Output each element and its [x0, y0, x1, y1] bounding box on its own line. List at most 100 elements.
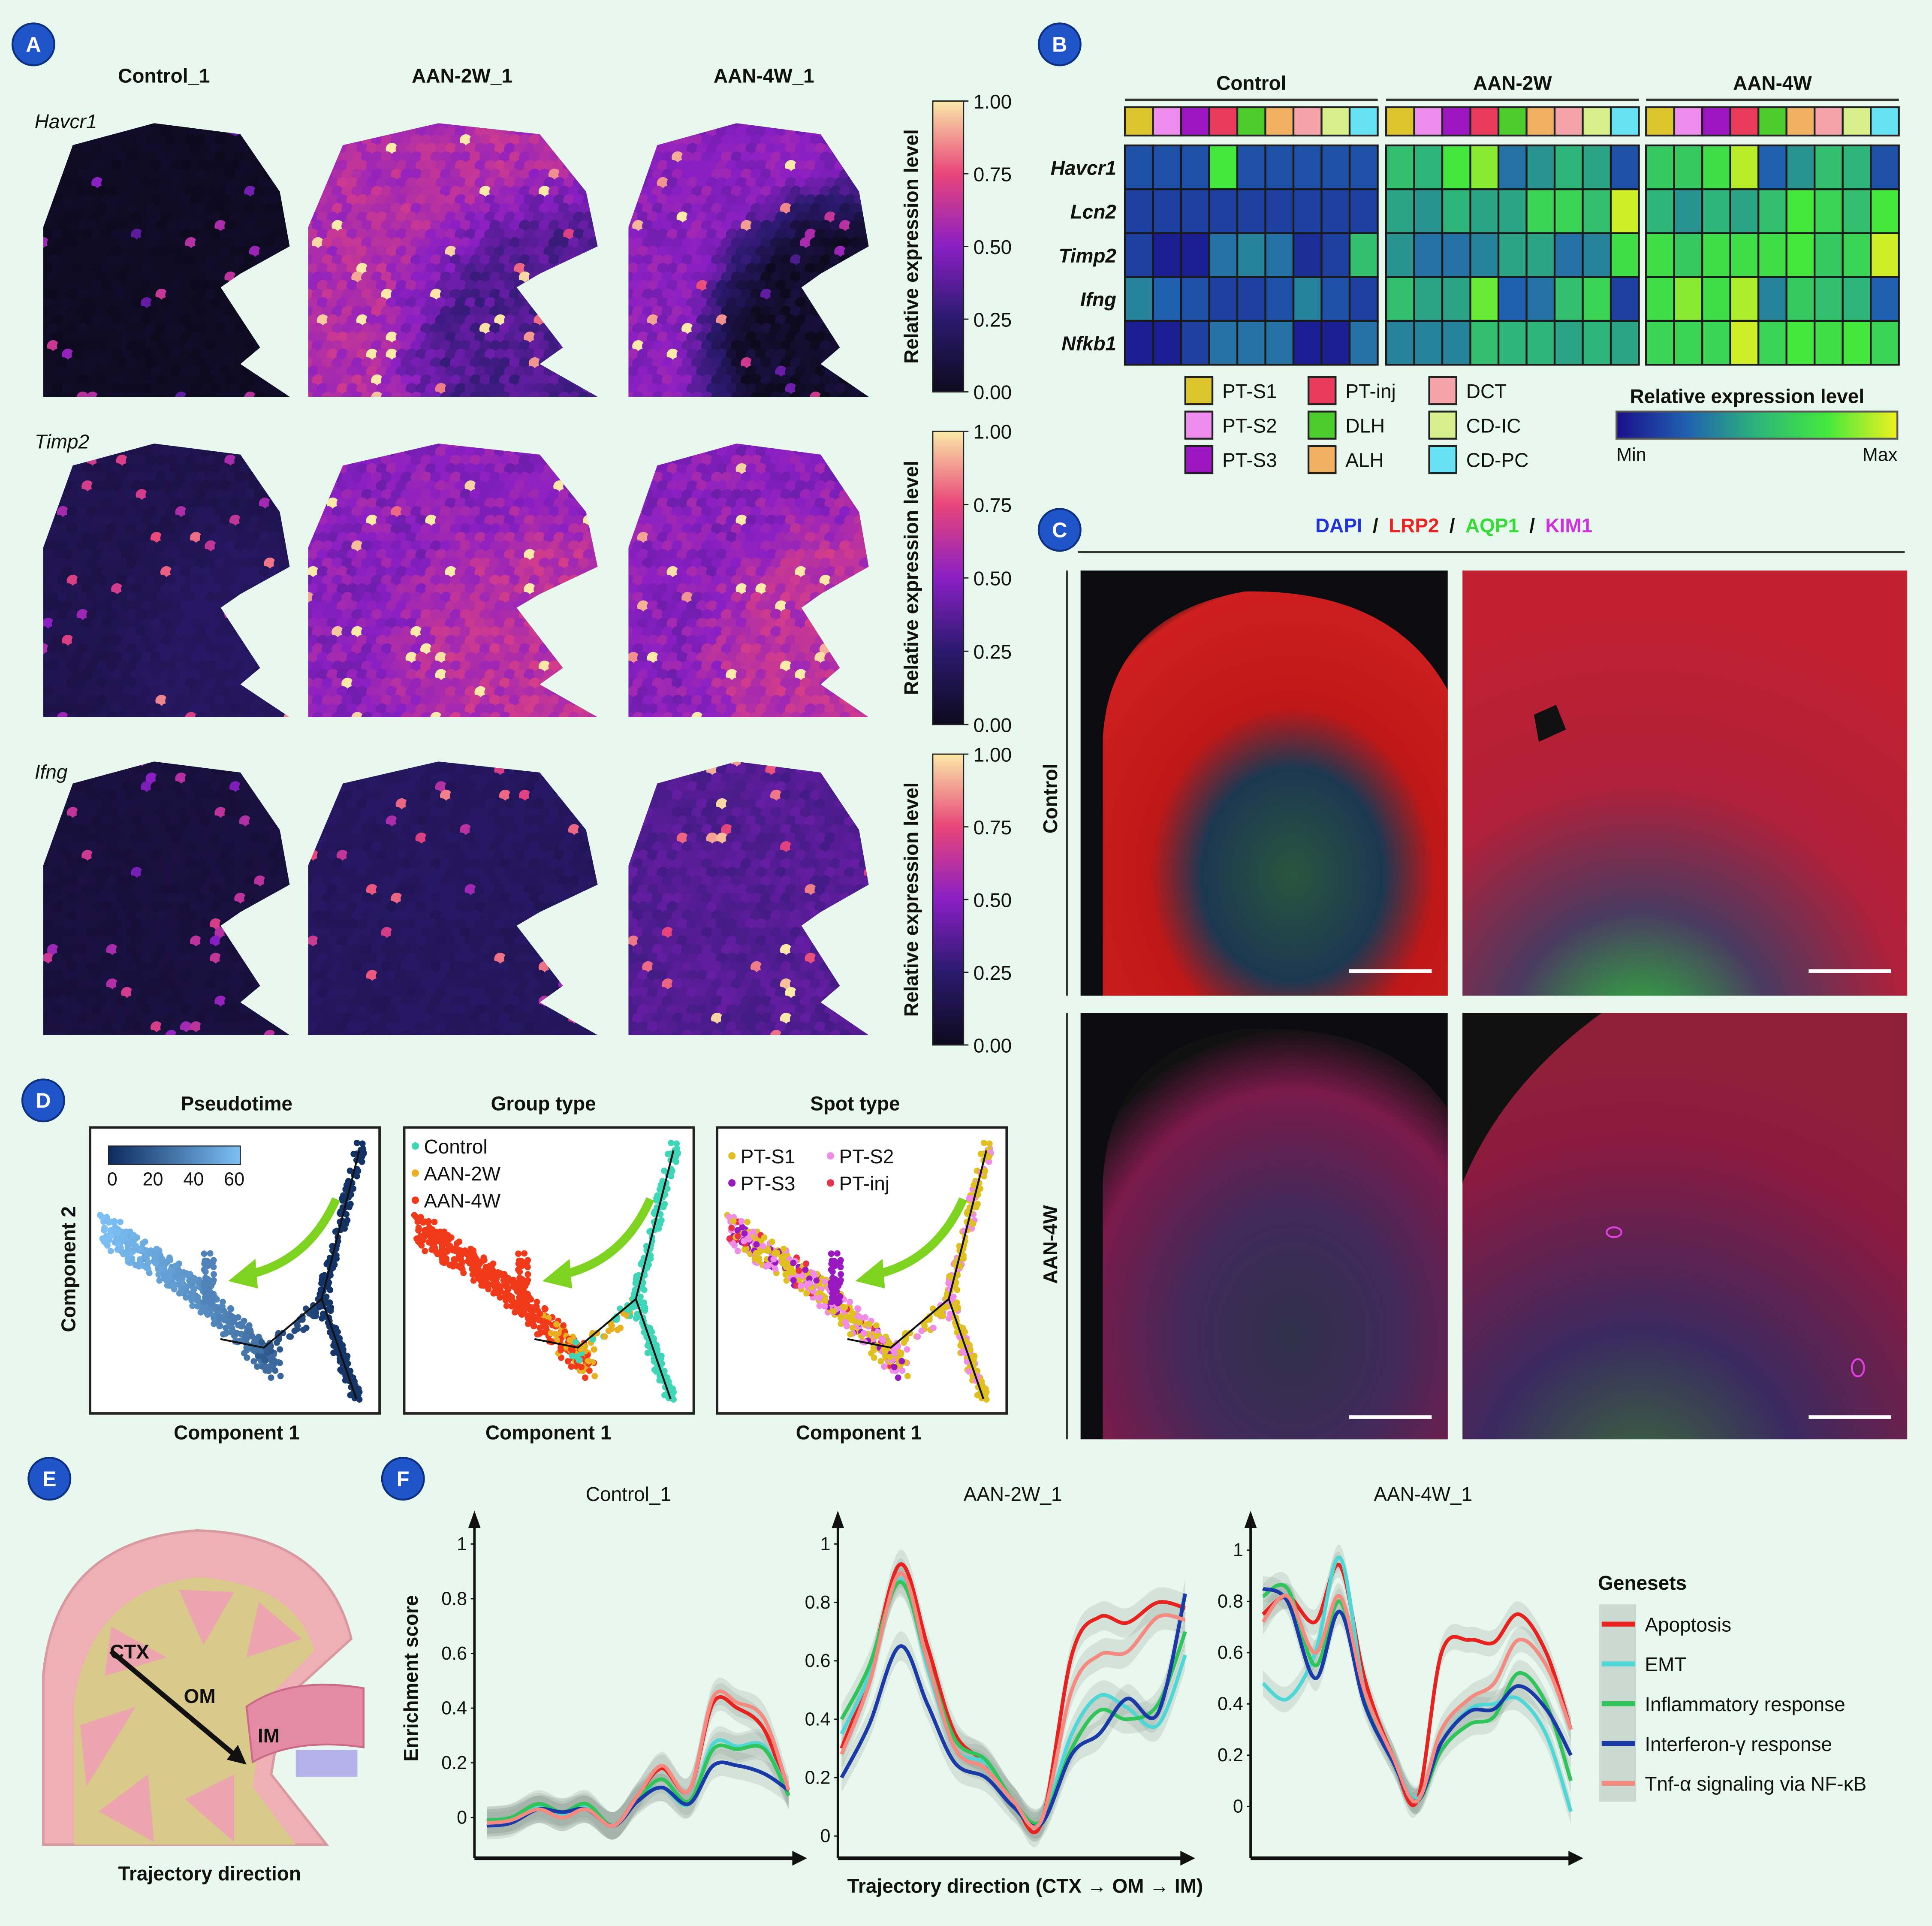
expression-spot	[593, 314, 598, 327]
expression-spot	[854, 263, 866, 275]
expression-spot	[326, 143, 339, 155]
expression-spot	[47, 134, 60, 147]
expression-spot	[116, 444, 128, 450]
expression-spot	[274, 592, 286, 604]
expression-spot	[578, 694, 591, 707]
expression-spot	[274, 323, 286, 335]
expression-spot	[588, 694, 598, 707]
expression-spot	[839, 391, 852, 397]
expression-spot	[289, 400, 301, 412]
expression-spot	[81, 400, 93, 412]
expression-spot	[283, 677, 290, 690]
expression-spot	[420, 391, 433, 397]
expression-spot	[593, 177, 598, 190]
expression-spot	[563, 652, 576, 664]
expression-spot	[548, 609, 561, 622]
expression-spot	[568, 288, 581, 301]
expression-spot	[101, 400, 113, 412]
expression-spot	[484, 400, 496, 412]
expression-spot	[849, 357, 862, 370]
expression-spot	[264, 677, 276, 690]
expression-spot	[676, 446, 689, 459]
expression-spot	[283, 305, 290, 318]
expression-spot	[642, 391, 654, 397]
expression-spot	[632, 151, 645, 164]
expression-spot	[548, 357, 561, 370]
expression-spot	[573, 297, 585, 310]
expression-spot	[553, 280, 566, 293]
expression-spot	[469, 712, 482, 717]
expression-spot	[274, 374, 286, 387]
expression-spot	[268, 297, 281, 310]
expression-spot	[637, 400, 649, 412]
expression-spot	[790, 391, 802, 397]
expression-spot	[86, 391, 99, 397]
expression-spot	[583, 686, 595, 699]
expression-spot	[593, 280, 598, 293]
expression-spot	[593, 703, 598, 716]
expression-spot	[573, 686, 585, 699]
expression-spot	[701, 123, 714, 130]
expression-spot	[474, 400, 486, 412]
expression-spot	[849, 271, 862, 284]
expression-spot	[356, 721, 368, 733]
expression-spot	[121, 400, 133, 412]
expression-spot	[839, 454, 852, 467]
expression-spot	[755, 400, 767, 412]
expression-spot	[145, 391, 158, 397]
expression-spot	[548, 444, 561, 450]
expression-spot	[312, 471, 324, 484]
expression-spot	[106, 444, 118, 450]
expression-spot	[312, 151, 324, 164]
expression-spot	[558, 357, 571, 370]
expression-spot	[588, 374, 598, 387]
expression-spot	[598, 237, 610, 249]
expression-spot	[52, 463, 64, 476]
expression-spot	[244, 305, 256, 318]
expression-spot	[578, 712, 591, 717]
expression-spot	[489, 123, 502, 130]
expression-spot	[351, 391, 364, 397]
expression-spot	[366, 721, 378, 733]
expression-spot	[765, 400, 777, 412]
expression-spot	[628, 471, 635, 484]
expression-spot	[598, 169, 610, 181]
expression-spot	[170, 721, 182, 733]
expression-spot	[588, 471, 598, 484]
expression-spot	[593, 400, 605, 412]
spatial-map-0-1	[308, 123, 610, 412]
expression-spot	[578, 123, 591, 130]
expression-spot	[288, 348, 290, 361]
expression-spot	[553, 446, 566, 459]
expression-spot	[254, 288, 266, 301]
expression-spot	[628, 454, 635, 467]
expression-spot	[578, 471, 591, 484]
expression-spot	[568, 609, 581, 622]
expression-spot	[869, 220, 881, 232]
expression-spot	[283, 643, 290, 656]
expression-spot	[268, 365, 281, 378]
expression-spot	[538, 712, 551, 717]
expression-spot	[662, 391, 674, 397]
expression-spot	[283, 169, 290, 181]
expression-spot	[322, 712, 334, 717]
expression-spot	[869, 169, 881, 181]
expression-spot	[533, 280, 546, 293]
expression-spot	[849, 254, 862, 267]
expression-spot	[312, 391, 324, 397]
expression-spot	[869, 357, 881, 369]
expression-spot	[283, 471, 290, 484]
expression-spot	[274, 677, 286, 690]
expression-spot	[869, 272, 881, 284]
expression-spot	[598, 540, 610, 552]
expression-spot	[642, 444, 654, 450]
expression-spot	[283, 357, 290, 370]
expression-spot	[214, 123, 227, 130]
expression-spot	[264, 391, 276, 397]
expression-spot	[308, 143, 319, 155]
expression-spot	[160, 721, 172, 733]
expression-spot	[494, 721, 506, 733]
expression-spot	[268, 126, 281, 138]
expression-spot	[308, 194, 319, 207]
expression-spot	[553, 463, 566, 476]
